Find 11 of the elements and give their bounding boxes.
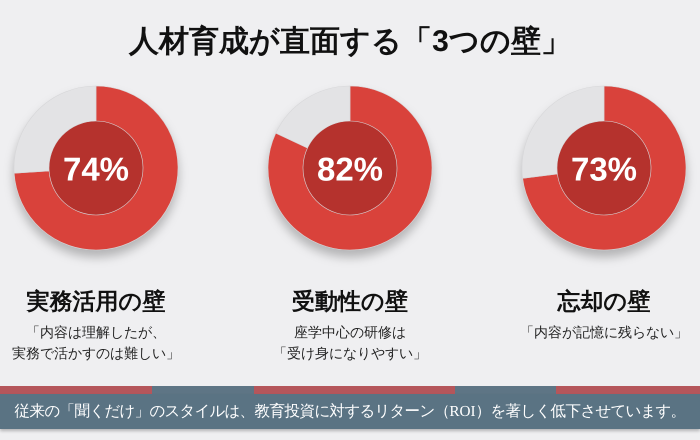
text: 「内容が記憶に残らない」 bbox=[519, 323, 689, 342]
text: 実務活用の壁 bbox=[25, 287, 166, 316]
text: 忘却の壁 bbox=[556, 287, 652, 316]
text: 受動性の壁 bbox=[291, 287, 409, 316]
data-label: 73% bbox=[570, 150, 638, 188]
data-label: 74% bbox=[62, 150, 130, 188]
text: 従来の「聞くだけ」のスタイルは、教育投資に対するリターン（ROI）を著しく低下させています。 bbox=[14, 403, 686, 420]
data-label: 82% bbox=[316, 150, 384, 188]
text: 「内容は理解したが、実務で活かすのは難しい」 bbox=[11, 323, 181, 363]
text: 座学中心の研修は「受け身になりやすい」 bbox=[272, 323, 428, 363]
text: 人材育成が直面する「3つの壁」 bbox=[128, 24, 572, 60]
